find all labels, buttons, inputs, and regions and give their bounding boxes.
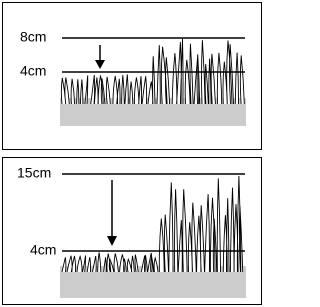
height-label: 4cm: [30, 242, 56, 258]
page: 8cm 4cm 15cm 4cm (() => { const data = J…: [0, 0, 320, 307]
height-label: 4cm: [20, 63, 46, 79]
panel: 15cm 4cm: [3, 158, 262, 305]
height-label: 8cm: [20, 29, 46, 45]
diagram: 8cm 4cm 15cm 4cm: [0, 0, 264, 307]
panel: 8cm 4cm: [3, 3, 262, 150]
height-label: 15cm: [17, 165, 51, 181]
